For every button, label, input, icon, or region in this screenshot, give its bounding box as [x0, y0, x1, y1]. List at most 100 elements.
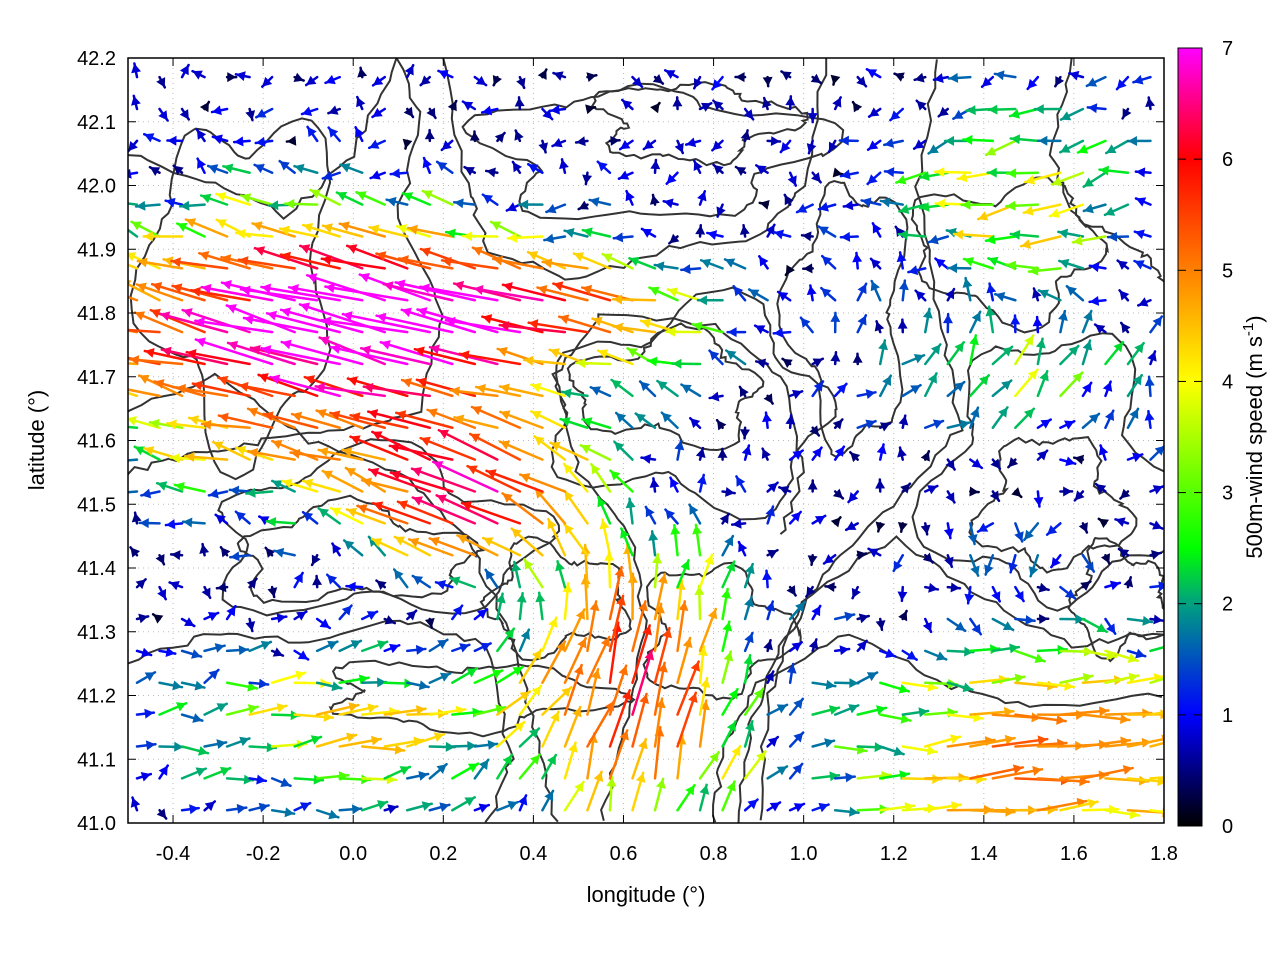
wind-arrow — [717, 447, 728, 461]
wind-arrow — [491, 255, 544, 270]
wind-arrow — [133, 445, 161, 461]
wind-arrow — [766, 703, 789, 716]
wind-arrow — [389, 168, 409, 179]
wind-arrow — [1149, 741, 1164, 748]
wind-arrow — [134, 200, 161, 211]
wind-arrow — [969, 374, 991, 398]
wind-arrow — [526, 162, 544, 174]
wind-arrow — [1071, 235, 1107, 246]
wind-arrow — [440, 139, 454, 152]
wind-arrow — [676, 660, 700, 716]
wind-arrow — [869, 257, 882, 270]
wind-arrow — [962, 257, 995, 270]
contour-line — [759, 535, 1164, 821]
wind-arrow — [901, 383, 922, 398]
wind-arrow — [631, 649, 655, 716]
wind-arrow — [356, 504, 409, 525]
wind-arrow — [865, 68, 882, 79]
wind-arrow — [552, 281, 612, 302]
wind-arrows — [128, 62, 1164, 820]
wind-arrow — [893, 72, 905, 82]
wind-arrow — [327, 105, 341, 115]
wind-arrow — [779, 139, 792, 154]
wind-arrow — [860, 197, 882, 208]
wind-arrow — [198, 251, 251, 270]
wind-arrow — [435, 494, 499, 525]
wind-arrow — [856, 613, 870, 624]
wind-arrow — [942, 312, 953, 334]
wind-arrow — [422, 156, 432, 174]
wind-arrow — [586, 600, 600, 653]
wind-arrow — [1088, 262, 1107, 273]
wind-arrow — [1005, 200, 1040, 211]
wind-arrow — [273, 547, 296, 558]
wind-arrow — [946, 341, 966, 366]
wind-arrow — [808, 638, 819, 653]
wind-arrow — [456, 534, 499, 557]
wind-arrow — [617, 170, 634, 180]
wind-arrow — [945, 287, 956, 302]
wind-arrow — [1104, 580, 1122, 591]
wind-arrow — [1059, 139, 1085, 154]
wind-arrow — [1068, 70, 1085, 81]
wind-arrow — [601, 252, 634, 270]
wind-arrow — [473, 704, 507, 716]
wind-arrow — [159, 311, 229, 334]
wind-arrow — [135, 708, 156, 719]
wind-arrow — [1036, 418, 1052, 429]
wind-arrow — [180, 713, 204, 723]
wind-arrow — [473, 642, 492, 653]
wind-arrow — [586, 635, 611, 684]
wind-arrow — [817, 201, 837, 212]
wind-arrow — [535, 591, 546, 621]
wind-arrow — [355, 190, 386, 206]
wind-arrow — [203, 800, 217, 812]
wind-arrow — [356, 95, 366, 111]
wind-arrow — [596, 160, 612, 174]
wind-arrow — [498, 321, 567, 334]
wind-arrow — [1050, 171, 1085, 186]
wind-arrow — [969, 617, 983, 636]
wind-arrow — [708, 349, 724, 366]
wind-arrow — [315, 617, 332, 630]
wind-arrow — [563, 608, 586, 653]
wind-arrow — [1023, 171, 1062, 185]
wind-arrow — [666, 287, 702, 302]
wind-arrow — [158, 680, 184, 691]
wind-arrow — [648, 286, 679, 302]
wind-arrow — [225, 704, 260, 716]
y-tick-label: 41.6 — [77, 431, 116, 453]
wind-arrow — [852, 251, 863, 270]
wind-arrow — [967, 522, 978, 546]
wind-arrow — [239, 285, 319, 302]
wind-arrow — [394, 279, 477, 302]
wind-arrow — [1133, 259, 1152, 270]
wind-arrow — [345, 581, 364, 592]
wind-arrow — [581, 227, 612, 238]
wind-arrow — [1014, 407, 1036, 429]
wind-arrow — [811, 802, 830, 813]
wind-arrow — [776, 290, 792, 302]
contour-line — [479, 535, 633, 662]
wind-arrow — [485, 469, 544, 493]
wind-arrow — [1081, 412, 1101, 429]
y-tick-label: 41.5 — [77, 494, 116, 516]
wind-arrow — [807, 479, 818, 493]
wind-arrow — [298, 244, 364, 270]
wind-arrow — [270, 479, 296, 493]
wind-arrow — [237, 381, 296, 398]
wind-arrow — [924, 649, 948, 661]
x-tick-label: 0.6 — [610, 843, 638, 865]
wind-arrow — [128, 202, 139, 206]
wind-arrow — [315, 809, 340, 820]
wind-arrow — [142, 132, 161, 143]
wind-arrow — [832, 418, 844, 430]
wind-arrow — [1078, 522, 1089, 534]
wind-arrow — [239, 193, 274, 206]
wind-arrow — [820, 286, 837, 302]
wind-arrow — [795, 203, 814, 214]
wind-arrow — [136, 257, 184, 270]
wind-arrow — [1059, 614, 1086, 625]
wind-arrow — [743, 720, 755, 748]
wind-arrow — [688, 503, 702, 525]
